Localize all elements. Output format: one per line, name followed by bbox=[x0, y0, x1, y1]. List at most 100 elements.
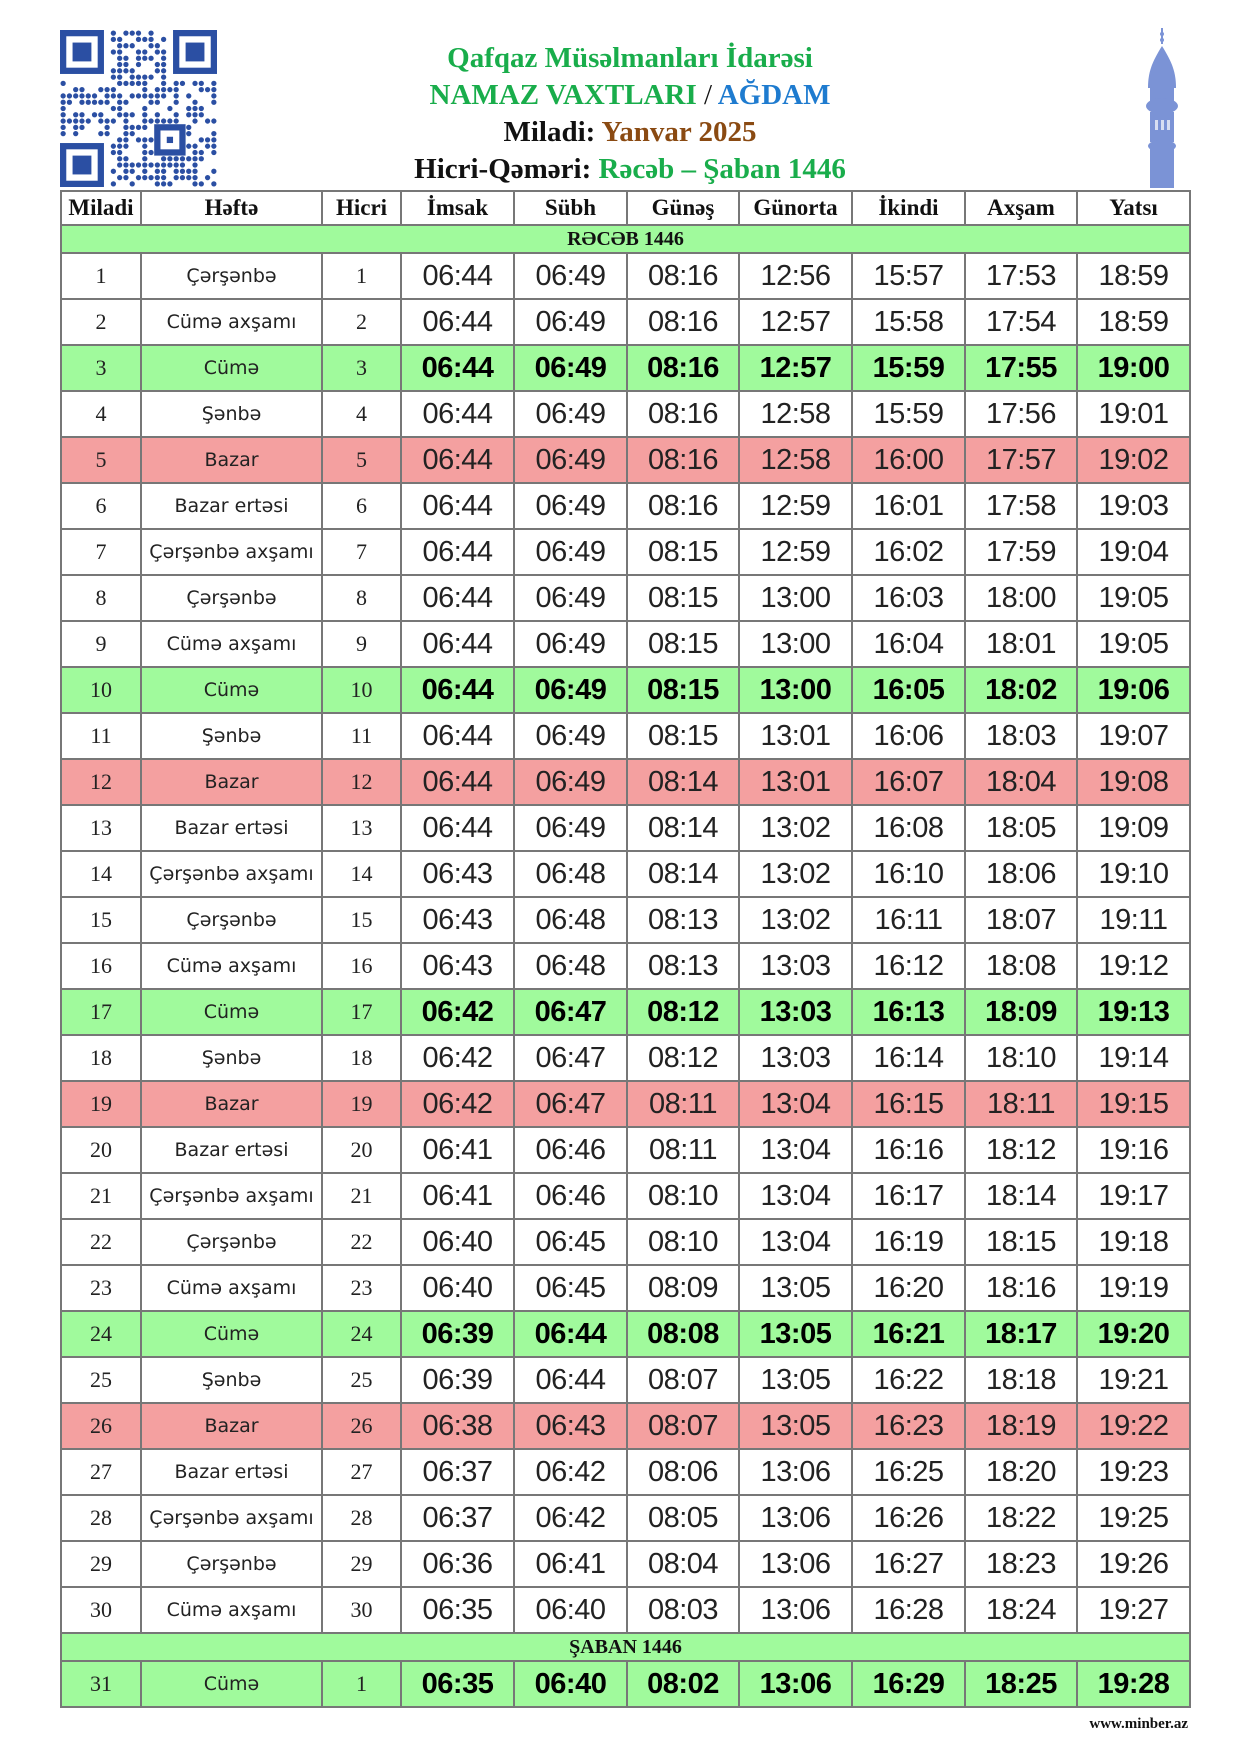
cell-miladi: 12 bbox=[60, 758, 142, 806]
cell-yatsi: 19:00 bbox=[1076, 344, 1191, 392]
cell-ikindi: 15:59 bbox=[851, 390, 966, 438]
cell-subh: 06:42 bbox=[513, 1494, 628, 1542]
cell-ikindi: 16:03 bbox=[851, 574, 966, 622]
cell-axsam: 18:16 bbox=[964, 1264, 1078, 1312]
cell-ikindi: 16:07 bbox=[851, 758, 966, 806]
cell-subh: 06:44 bbox=[513, 1310, 628, 1358]
table-row: 9 Cümə axşamı 9 06:44 06:49 08:15 13:00 16:04 18… bbox=[60, 620, 1191, 668]
cell-yatsi: 19:27 bbox=[1076, 1586, 1191, 1634]
cell-gunorta: 13:05 bbox=[738, 1310, 853, 1358]
cell-ikindi: 16:15 bbox=[851, 1080, 966, 1128]
cell-ikindi: 16:22 bbox=[851, 1356, 966, 1404]
cell-miladi: 19 bbox=[60, 1080, 142, 1128]
cell-ikindi: 16:13 bbox=[851, 988, 966, 1036]
table-row: 12 Bazar 12 06:44 06:49 08:14 13:01 16:07 18:04 1… bbox=[60, 758, 1191, 806]
cell-subh: 06:49 bbox=[513, 666, 628, 714]
cell-gunes: 08:02 bbox=[626, 1660, 740, 1708]
cell-gunorta: 13:02 bbox=[738, 896, 853, 944]
cell-subh: 06:47 bbox=[513, 1080, 628, 1128]
cell-gunorta: 13:03 bbox=[738, 1034, 853, 1082]
cell-imsak: 06:44 bbox=[400, 574, 515, 622]
cell-miladi: 20 bbox=[60, 1126, 142, 1174]
cell-hicri: 22 bbox=[321, 1218, 402, 1266]
cell-hicri: 10 bbox=[321, 666, 402, 714]
qr-code[interactable] bbox=[60, 30, 217, 187]
cell-axsam: 18:19 bbox=[964, 1402, 1078, 1450]
cell-subh: 06:49 bbox=[513, 482, 628, 530]
cell-yatsi: 19:14 bbox=[1076, 1034, 1191, 1082]
cell-imsak: 06:39 bbox=[400, 1356, 515, 1404]
cell-axsam: 18:07 bbox=[964, 896, 1078, 944]
cell-hicri: 27 bbox=[321, 1448, 402, 1496]
cell-ikindi: 16:19 bbox=[851, 1218, 966, 1266]
table-row: 20 Bazar ertəsi 20 06:41 06:46 08:11 13:04 16:1… bbox=[60, 1126, 1191, 1174]
cell-axsam: 17:53 bbox=[964, 252, 1078, 300]
cell-miladi: 28 bbox=[60, 1494, 142, 1542]
cell-hicri: 21 bbox=[321, 1172, 402, 1220]
cell-hicri: 4 bbox=[321, 390, 402, 438]
miladi-value: Yanvar 2025 bbox=[601, 116, 757, 148]
cell-axsam: 17:56 bbox=[964, 390, 1078, 438]
cell-hefte: Bazar bbox=[140, 1402, 323, 1450]
table-row: 21 Çərşənbə axşamı 21 06:41 06:46 08:10 13:04 1… bbox=[60, 1172, 1191, 1220]
table-row: 5 Bazar 5 06:44 06:49 08:16 12:58 16:00 17:57 19:… bbox=[60, 436, 1191, 484]
cell-hefte: Şənbə bbox=[140, 712, 323, 760]
cell-axsam: 18:23 bbox=[964, 1540, 1078, 1588]
column-header-yatsi: Yatsı bbox=[1076, 190, 1191, 226]
cell-subh: 06:49 bbox=[513, 620, 628, 668]
cell-subh: 06:44 bbox=[513, 1356, 628, 1404]
table-row: 15 Çərşənbə 15 06:43 06:48 08:13 13:02 16:11 18:… bbox=[60, 896, 1191, 944]
cell-miladi: 24 bbox=[60, 1310, 142, 1358]
cell-imsak: 06:40 bbox=[400, 1218, 515, 1266]
cell-miladi: 11 bbox=[60, 712, 142, 760]
cell-yatsi: 19:18 bbox=[1076, 1218, 1191, 1266]
table-row: 6 Bazar ertəsi 6 06:44 06:49 08:16 12:59 16:01 1… bbox=[60, 482, 1191, 530]
cell-gunorta: 13:06 bbox=[738, 1448, 853, 1496]
column-header-gunes: Günəş bbox=[626, 190, 740, 226]
cell-gunorta: 12:57 bbox=[738, 344, 853, 392]
cell-yatsi: 19:23 bbox=[1076, 1448, 1191, 1496]
cell-hicri: 24 bbox=[321, 1310, 402, 1358]
cell-hefte: Çərşənbə axşamı bbox=[140, 528, 323, 576]
cell-hefte: Cümə bbox=[140, 666, 323, 714]
cell-axsam: 18:14 bbox=[964, 1172, 1078, 1220]
cell-ikindi: 16:06 bbox=[851, 712, 966, 760]
cell-hefte: Bazar bbox=[140, 758, 323, 806]
table-row: 2 Cümə axşamı 2 06:44 06:49 08:16 12:57 15:58 17… bbox=[60, 298, 1191, 346]
column-header-subh: Sübh bbox=[513, 190, 628, 226]
cell-gunorta: 12:56 bbox=[738, 252, 853, 300]
cell-axsam: 18:10 bbox=[964, 1034, 1078, 1082]
cell-hefte: Bazar bbox=[140, 1080, 323, 1128]
cell-gunes: 08:16 bbox=[626, 252, 740, 300]
cell-imsak: 06:44 bbox=[400, 482, 515, 530]
cell-imsak: 06:43 bbox=[400, 942, 515, 990]
cell-gunes: 08:03 bbox=[626, 1586, 740, 1634]
cell-yatsi: 19:05 bbox=[1076, 620, 1191, 668]
column-header-axsam: Axşam bbox=[964, 190, 1078, 226]
cell-yatsi: 19:20 bbox=[1076, 1310, 1191, 1358]
cell-miladi: 5 bbox=[60, 436, 142, 484]
cell-gunes: 08:14 bbox=[626, 758, 740, 806]
cell-subh: 06:48 bbox=[513, 850, 628, 898]
website-link[interactable]: www.minber.az bbox=[1089, 1716, 1188, 1732]
table-row: 26 Bazar 26 06:38 06:43 08:07 13:05 16:23 18:19 1… bbox=[60, 1402, 1191, 1450]
cell-ikindi: 16:23 bbox=[851, 1402, 966, 1450]
cell-miladi: 21 bbox=[60, 1172, 142, 1220]
cell-ikindi: 16:05 bbox=[851, 666, 966, 714]
table-row: 17 Cümə 17 06:42 06:47 08:12 13:03 16:13 18:09 19… bbox=[60, 988, 1191, 1036]
cell-miladi: 22 bbox=[60, 1218, 142, 1266]
cell-gunes: 08:12 bbox=[626, 988, 740, 1036]
cell-hefte: Cümə bbox=[140, 1660, 323, 1708]
cell-gunes: 08:13 bbox=[626, 942, 740, 990]
cell-gunes: 08:04 bbox=[626, 1540, 740, 1588]
cell-hefte: Çərşənbə axşamı bbox=[140, 1494, 323, 1542]
cell-axsam: 18:04 bbox=[964, 758, 1078, 806]
cell-yatsi: 19:09 bbox=[1076, 804, 1191, 852]
month-label: ŞABAN 1446 bbox=[60, 1632, 1191, 1662]
cell-gunorta: 13:05 bbox=[738, 1264, 853, 1312]
cell-yatsi: 18:59 bbox=[1076, 252, 1191, 300]
cell-hefte: Şənbə bbox=[140, 390, 323, 438]
cell-imsak: 06:44 bbox=[400, 390, 515, 438]
cell-imsak: 06:44 bbox=[400, 298, 515, 346]
cell-imsak: 06:44 bbox=[400, 344, 515, 392]
